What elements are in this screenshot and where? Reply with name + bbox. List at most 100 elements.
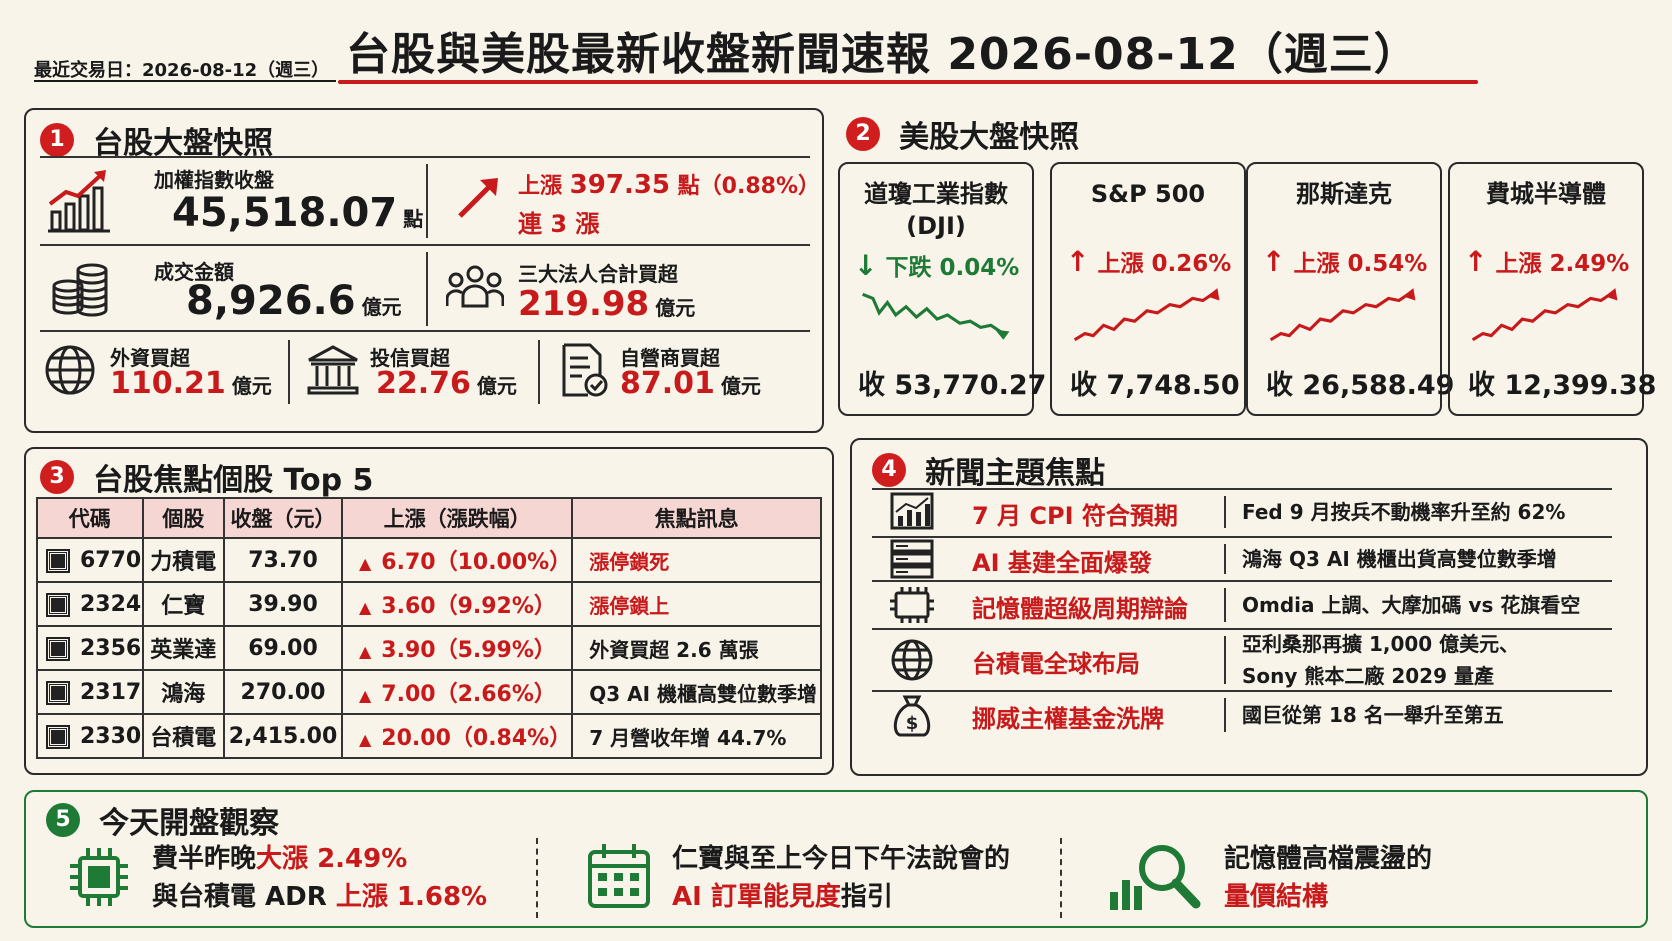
watch-item-1-highlight-2: 上漲 1.68% [335, 882, 488, 912]
section-header: 3 台股焦點個股 Top 5 [40, 455, 373, 499]
foreign-unit: 億元 [231, 374, 272, 398]
triangle-up-icon: ▲ [358, 554, 372, 573]
column-header: 個股 [141, 497, 226, 539]
divider [872, 488, 1612, 490]
sparkline [1269, 288, 1416, 342]
stock-close: 39.90 [223, 581, 343, 627]
watch-item-2-text: 仁寶與至上今日下午法說會的 [672, 844, 1011, 874]
change-suffix: 點（0.88%） [670, 174, 820, 199]
money-bag-icon: $ [893, 695, 931, 737]
stock-close: 69.00 [223, 625, 343, 671]
divider [872, 580, 1612, 582]
index-change: 上漲 397.35 點（0.88%） [518, 168, 820, 200]
column-header: 上漲（漲跌幅） [340, 497, 574, 539]
dealer-label: 自營商買超 [620, 346, 720, 370]
us-index-change-text: 上漲 0.26% [1097, 251, 1232, 277]
sparkline-arrowhead [995, 329, 1010, 340]
triangle-up-icon: ▲ [358, 598, 372, 617]
stock-change: 3.60（9.92%） [381, 594, 556, 619]
stock-code: 2317 [80, 679, 142, 705]
news-topic: 記憶體超級周期辯論 [972, 595, 1188, 623]
us-index-card: S&P 500 ↑ 上漲 0.26% 收 7,748.50 [1050, 162, 1246, 416]
section-header: 4 新聞主題焦點 [872, 448, 1105, 492]
stock-code: 2324 [80, 591, 142, 617]
us-index-change: ↑ 上漲 0.26% [1066, 244, 1231, 278]
stock-change: 20.00（0.84%） [381, 726, 572, 751]
arrow-up-right-icon [458, 178, 498, 218]
us-index-close: 收 12,399.38 [1468, 370, 1657, 401]
divider [426, 164, 428, 238]
coins-icon [52, 263, 108, 317]
stock-name: 力積電 [141, 537, 226, 583]
sparkline-path [862, 292, 1005, 335]
divider [426, 252, 428, 326]
stock-info: 漲停鎖上 [571, 581, 822, 627]
us-index-close: 收 7,748.50 [1070, 370, 1240, 401]
svg-text:$: $ [906, 713, 919, 734]
market-watch-panel: 5 今天開盤觀察 費半昨晚大漲 2.49% 與台積電 ADR 上漲 1.68% … [24, 790, 1648, 928]
stock-code: 2330 [80, 723, 142, 749]
document-check-icon [562, 343, 608, 397]
us-index-card: 道瓊工業指數 (DJI) ↓ 下跌 0.04% 收 53,770.27 [838, 162, 1046, 416]
stock-info: 漲停鎖死 [571, 537, 822, 583]
news-item: 台積電全球布局 亞利桑那再擴 1,000 億美元、 Sony 熊本二廠 2029 … [872, 628, 1632, 690]
globe-icon [45, 345, 95, 395]
section-title: 今天開盤觀察 [99, 806, 280, 841]
focus-stocks-panel: 3 台股焦點個股 Top 5 代碼 個股 收盤（元） 上漲（漲跌幅） 焦點訊息 6770… [24, 447, 834, 775]
stock-close: 270.00 [223, 669, 343, 715]
triangle-up-icon: ▲ [358, 642, 372, 661]
news-topics-panel: 4 新聞主題焦點 7 月 CPI 符合預期 Fed 9 月按兵不動機率升至約 62… [850, 438, 1648, 776]
chip-icon [46, 592, 70, 617]
us-index-card: 那斯達克 ↑ 上漲 0.54% 收 26,588.49 [1246, 162, 1454, 416]
turnover-number: 8,926.6 [186, 278, 356, 324]
sparkline-arrowhead [1605, 288, 1618, 301]
institutional-label: 三大法人合計買超 [518, 262, 678, 286]
foreign-number: 110.21 [110, 366, 226, 401]
institutional-unit: 億元 [655, 296, 696, 320]
table-row: 2317 鴻海 270.00 ▲ 7.00（2.66%） Q3 AI 機櫃高雙位數季增 [36, 669, 822, 715]
section-number: 1 [40, 123, 74, 157]
stock-change: 7.00（2.66%） [381, 682, 556, 707]
header: 最近交易日：2026-08-12（週三） 台股與美股最新收盤新聞速報 2026-… [0, 0, 1672, 100]
news-detail: 國巨從第 18 名一舉升至第五 [1242, 703, 1504, 727]
stock-code: 6770 [80, 547, 142, 573]
watch-item-1-text: 費半昨晚 [152, 844, 257, 874]
section-title: 新聞主題焦點 [925, 456, 1106, 491]
watch-item-2-text-2: 指引 [840, 882, 893, 912]
institutional-value: 219.98 億元 [518, 284, 695, 324]
us-index-name: 費城半導體 [1486, 180, 1606, 208]
tw-snapshot-panel: 1 台股大盤快照 加權指數收盤 45,518.07 點 上漲 397.35 點（0… [24, 108, 824, 433]
news-detail: Omdia 上調、大摩加碼 vs 花旗看空 [1242, 593, 1581, 617]
bank-icon [307, 345, 359, 395]
trust-value: 22.76 億元 [376, 366, 517, 401]
watch-item-3-highlight: 量價結構 [1224, 882, 1329, 912]
stock-name: 鴻海 [141, 669, 226, 715]
stock-code-cell: 2317 [36, 669, 144, 715]
arrow-up-icon: ↑ [1262, 245, 1286, 278]
section-header: 5 今天開盤觀察 [46, 798, 279, 842]
stock-code-cell: 2356 [36, 625, 144, 671]
focus-stocks-table: 代碼 個股 收盤（元） 上漲（漲跌幅） 焦點訊息 6770 力積電 73.70 ▲ 6.70（1… [36, 497, 822, 759]
section-number: 2 [846, 117, 880, 151]
watch-item-1-text-2: 與台積電 ADR [152, 882, 336, 912]
trust-label: 投信買超 [370, 346, 450, 370]
globe-icon [891, 639, 933, 681]
sparkline [1073, 288, 1220, 342]
table-row: 2324 仁寶 39.90 ▲ 3.60（9.92%） 漲停鎖上 [36, 581, 822, 627]
watch-item-3-text: 記憶體高檔震盪的 [1224, 844, 1433, 874]
change-prefix: 上漲 [518, 174, 570, 199]
news-item: $ 挪威主權基金洗牌 國巨從第 18 名一舉升至第五 [872, 690, 1632, 738]
divider [40, 244, 810, 246]
news-topic: 台積電全球布局 [972, 650, 1140, 678]
section-number: 3 [40, 460, 74, 494]
us-index-change: ↓ 下跌 0.04% [854, 248, 1019, 282]
table-row: 2330 台積電 2,415.00 ▲ 20.00（0.84%） 7 月營收年增 44.7… [36, 713, 822, 759]
watch-item-1-highlight: 大漲 2.49% [256, 844, 408, 874]
institutional-number: 219.98 [518, 284, 650, 324]
server-icon [890, 539, 934, 579]
stock-code-cell: 6770 [36, 537, 144, 583]
us-index-change: ↑ 上漲 0.54% [1262, 244, 1427, 278]
page-title: 台股與美股最新收盤新聞速報 2026-08-12（週三） [346, 29, 1419, 80]
chip-icon [46, 548, 70, 573]
stock-change-cell: ▲ 3.60（9.92%） [340, 581, 574, 627]
